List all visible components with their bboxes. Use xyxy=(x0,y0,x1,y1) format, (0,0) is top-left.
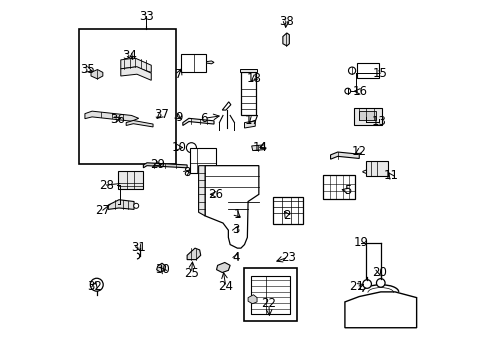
Bar xyxy=(79,30,176,164)
Text: 38: 38 xyxy=(278,15,293,28)
Text: 9: 9 xyxy=(175,111,183,124)
Text: 37: 37 xyxy=(154,108,168,121)
Circle shape xyxy=(90,278,103,291)
Text: 3: 3 xyxy=(232,223,239,236)
Circle shape xyxy=(362,280,371,288)
Polygon shape xyxy=(187,248,201,260)
Text: 7: 7 xyxy=(175,68,183,81)
Text: 26: 26 xyxy=(208,188,223,201)
Circle shape xyxy=(348,67,355,74)
Polygon shape xyxy=(216,262,230,273)
Text: 18: 18 xyxy=(246,72,262,85)
Text: 21: 21 xyxy=(348,280,363,293)
Text: 15: 15 xyxy=(372,67,386,80)
Polygon shape xyxy=(344,292,416,328)
Text: 11: 11 xyxy=(383,169,398,182)
Text: 31: 31 xyxy=(131,241,146,254)
Bar xyxy=(273,197,302,224)
Text: 13: 13 xyxy=(371,116,386,129)
Polygon shape xyxy=(183,118,214,126)
Text: 4: 4 xyxy=(232,251,239,264)
Polygon shape xyxy=(247,295,257,304)
Text: 1: 1 xyxy=(233,208,241,221)
Text: 14: 14 xyxy=(253,140,267,153)
Bar xyxy=(180,54,206,72)
Text: 32: 32 xyxy=(87,280,102,293)
Polygon shape xyxy=(282,33,289,46)
Text: 35: 35 xyxy=(80,63,95,76)
Bar xyxy=(118,171,142,189)
Text: 16: 16 xyxy=(352,85,366,98)
Bar xyxy=(250,276,290,315)
Polygon shape xyxy=(206,61,214,64)
Circle shape xyxy=(376,279,384,287)
Text: 24: 24 xyxy=(218,280,233,293)
Text: 28: 28 xyxy=(99,179,114,192)
Text: 33: 33 xyxy=(139,10,153,23)
Text: 8: 8 xyxy=(183,166,190,179)
Text: 17: 17 xyxy=(244,114,259,127)
Text: 2: 2 xyxy=(283,209,290,222)
Polygon shape xyxy=(251,145,265,150)
Polygon shape xyxy=(121,58,151,72)
Text: 12: 12 xyxy=(351,145,366,158)
Polygon shape xyxy=(330,152,359,159)
Text: 10: 10 xyxy=(171,141,186,154)
Text: 34: 34 xyxy=(122,49,137,62)
Polygon shape xyxy=(121,67,151,80)
Circle shape xyxy=(186,143,196,153)
Polygon shape xyxy=(204,166,258,248)
Text: 20: 20 xyxy=(371,266,386,279)
Bar xyxy=(366,161,387,176)
Text: 30: 30 xyxy=(155,263,170,276)
Text: 36: 36 xyxy=(109,113,124,126)
Bar xyxy=(241,72,255,116)
Text: 6: 6 xyxy=(200,112,208,125)
Polygon shape xyxy=(108,200,134,210)
Text: 23: 23 xyxy=(280,251,295,264)
Bar xyxy=(190,148,215,173)
Bar xyxy=(323,175,354,199)
Text: 29: 29 xyxy=(150,158,165,171)
Polygon shape xyxy=(240,69,256,72)
Bar xyxy=(359,111,376,120)
Text: 25: 25 xyxy=(183,267,199,280)
Polygon shape xyxy=(244,121,255,128)
Polygon shape xyxy=(198,166,204,216)
Text: 19: 19 xyxy=(353,236,368,249)
Polygon shape xyxy=(143,163,187,168)
Polygon shape xyxy=(126,121,153,127)
Bar xyxy=(357,63,378,78)
Circle shape xyxy=(344,88,350,94)
Polygon shape xyxy=(156,263,165,272)
Polygon shape xyxy=(91,69,102,79)
Bar xyxy=(353,108,382,126)
Polygon shape xyxy=(85,111,139,121)
Text: 5: 5 xyxy=(344,184,351,197)
Bar xyxy=(244,267,296,320)
Text: 22: 22 xyxy=(261,297,276,310)
Circle shape xyxy=(133,203,139,208)
Text: 27: 27 xyxy=(95,204,110,217)
Polygon shape xyxy=(362,170,366,174)
